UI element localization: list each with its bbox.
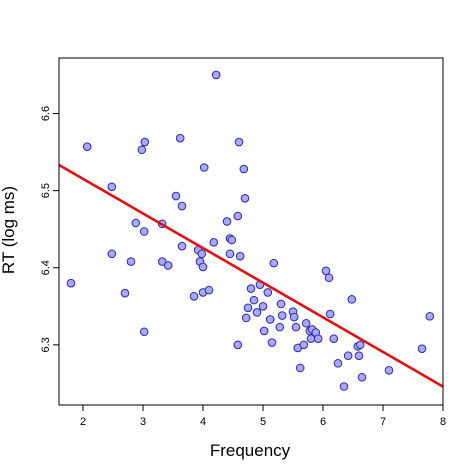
data-point (246, 284, 256, 293)
x-tick-label: 7 (380, 416, 386, 428)
data-point (417, 344, 427, 354)
data-point (241, 313, 251, 323)
data-point (333, 359, 343, 368)
data-point (82, 142, 92, 151)
data-point (234, 137, 244, 147)
data-point (107, 249, 117, 259)
data-point (211, 70, 221, 80)
data-point (233, 340, 243, 350)
x-tick-label: 4 (200, 416, 206, 428)
data-point (291, 322, 301, 332)
data-point (269, 258, 279, 268)
data-point (189, 291, 199, 301)
data-point (354, 351, 364, 360)
data-point (249, 295, 259, 305)
data-point (343, 351, 353, 360)
data-point (120, 288, 130, 298)
y-tick-label: 6.5 (40, 183, 52, 198)
data-point (163, 261, 173, 270)
data-point (227, 235, 237, 245)
data-point (240, 194, 250, 203)
y-axis: 6.3 6.4 6.5 6.6 (40, 106, 59, 353)
data-point (276, 299, 286, 309)
data-point (225, 249, 235, 259)
data-point (177, 201, 187, 211)
data-point (66, 278, 76, 288)
y-tick-label: 6.4 (40, 260, 52, 275)
data-point (239, 164, 249, 174)
x-tick-label: 5 (260, 416, 266, 428)
data-point (243, 303, 253, 313)
x-axis: 2 3 4 5 6 7 8 (80, 405, 446, 428)
x-tick-label: 3 (140, 416, 146, 428)
data-point (139, 227, 149, 236)
data-point (265, 315, 275, 324)
data-point (329, 334, 339, 343)
data-point (233, 211, 243, 221)
data-point (199, 163, 209, 172)
data-point (252, 308, 262, 317)
data-point (325, 309, 335, 319)
x-axis-title: Frequency (210, 441, 291, 460)
data-point (126, 257, 136, 266)
y-tick-label: 6.6 (40, 106, 52, 121)
data-point (222, 217, 232, 226)
x-tick-label: 8 (440, 416, 446, 428)
data-point (339, 382, 349, 391)
x-tick-label: 6 (320, 416, 326, 428)
data-point (175, 133, 185, 143)
data-point (267, 338, 277, 347)
x-tick-label: 2 (80, 416, 86, 428)
data-point (171, 191, 181, 201)
data-point (204, 285, 214, 295)
data-point (357, 372, 367, 382)
data-point (277, 311, 287, 320)
data-point (137, 145, 147, 155)
data-point (355, 340, 365, 350)
data-point (235, 251, 245, 261)
data-point (301, 318, 311, 328)
data-point (324, 273, 334, 283)
data-point (139, 327, 149, 337)
plot-area (58, 57, 444, 406)
data-point (258, 301, 268, 311)
data-point (131, 218, 141, 228)
data-point (157, 257, 167, 266)
data-point (299, 340, 309, 350)
data-point (107, 182, 117, 192)
data-point (289, 312, 299, 322)
data-point (140, 137, 150, 147)
data-point (198, 262, 208, 272)
data-point (313, 334, 323, 343)
data-point (384, 366, 394, 375)
data-point (347, 295, 357, 304)
data-point (177, 241, 187, 251)
data-point (275, 322, 285, 332)
data-point (259, 326, 269, 336)
plot-frame (58, 57, 444, 406)
regression-line (58, 163, 444, 388)
y-tick-label: 6.3 (40, 337, 52, 352)
data-point (263, 288, 273, 297)
data-point (295, 363, 305, 373)
data-point (425, 312, 435, 321)
y-axis-title: RT (log ms) (0, 186, 18, 274)
data-point (321, 266, 331, 276)
data-point (197, 249, 207, 259)
data-point (209, 237, 219, 247)
